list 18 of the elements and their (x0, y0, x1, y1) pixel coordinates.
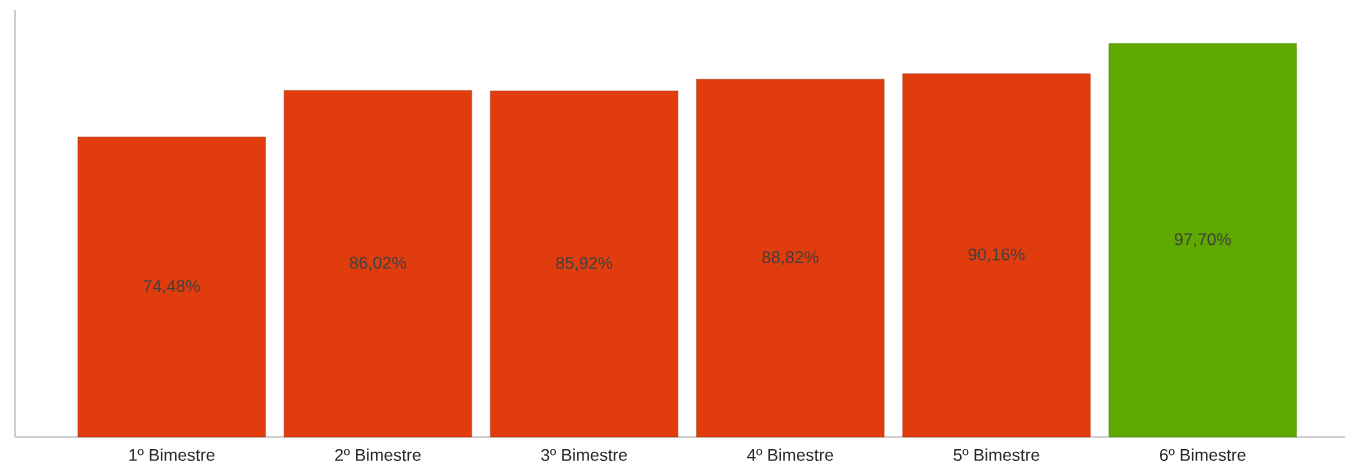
data-label: 97,70% (1174, 233, 1231, 248)
x-tick-label: 1º Bimestre (129, 448, 215, 461)
data-label: 86,02% (349, 256, 407, 271)
data-label: 90,16% (968, 248, 1025, 263)
x-tick-label: 5º Bimestre (953, 448, 1040, 461)
data-label: 74,48% (143, 279, 200, 294)
x-tick-label: 4º Bimestre (747, 448, 834, 461)
bar (77, 136, 266, 438)
x-tick-label: 2º Bimestre (335, 448, 421, 461)
x-tick-label: 6º Bimestre (1160, 448, 1246, 461)
bar (490, 90, 679, 438)
x-tick-label: 3º Bimestre (541, 448, 627, 461)
bar (902, 73, 1091, 438)
bar (1108, 43, 1297, 438)
data-label: 88,82% (762, 251, 819, 266)
bar (283, 90, 472, 438)
bar (696, 79, 885, 438)
data-label: 85,92% (556, 256, 613, 271)
